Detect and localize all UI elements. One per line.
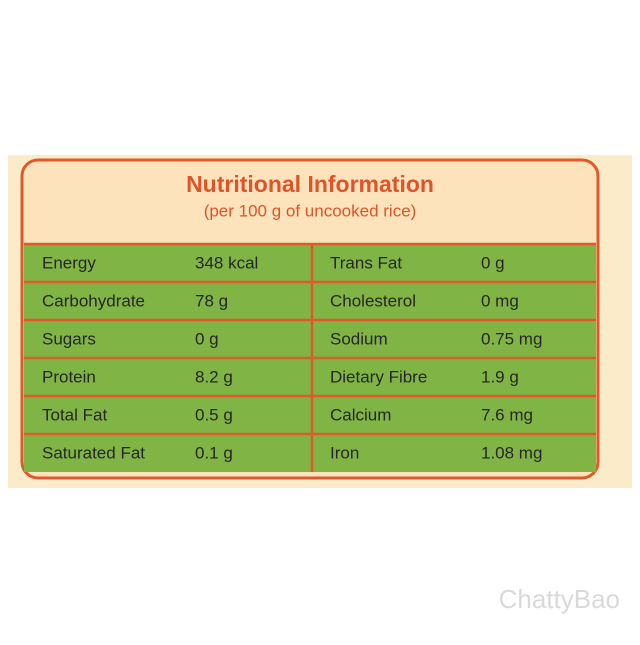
nutrient-name: Calcium xyxy=(330,405,391,424)
nutrient-name: Energy xyxy=(42,253,96,272)
nutrient-value: 8.2 g xyxy=(195,367,233,386)
nutrition-table: Energy 348 kcal Trans Fat 0 g Carbohydrate 78… xyxy=(24,242,596,472)
nutrient-name: Cholesterol xyxy=(330,291,416,310)
subtitle: (per 100 g of uncooked rice) xyxy=(204,201,417,220)
nutrient-value: 348 kcal xyxy=(195,253,258,272)
nutrient-name: Carbohydrate xyxy=(42,291,145,310)
nutrient-value: 78 g xyxy=(195,291,228,310)
nutrient-value: 7.6 mg xyxy=(481,405,533,424)
watermark: ChattyBao xyxy=(499,584,620,614)
nutrient-name: Saturated Fat xyxy=(42,443,145,462)
nutrient-name: Trans Fat xyxy=(330,253,402,272)
nutrient-name: Sodium xyxy=(330,329,388,348)
nutrient-value: 0 g xyxy=(195,329,219,348)
nutrient-value: 0.5 g xyxy=(195,405,233,424)
nutrient-name: Sugars xyxy=(42,329,96,348)
nutrient-value: 0 g xyxy=(481,253,505,272)
nutrient-name: Iron xyxy=(330,443,359,462)
nutrient-value: 1.08 mg xyxy=(481,443,542,462)
nutrient-value: 1.9 g xyxy=(481,367,519,386)
nutrient-name: Protein xyxy=(42,367,96,386)
nutrient-value: 0.75 mg xyxy=(481,329,542,348)
nutrient-name: Dietary Fibre xyxy=(330,367,427,386)
title: Nutritional Information xyxy=(186,171,434,197)
nutrient-name: Total Fat xyxy=(42,405,107,424)
nutrient-value: 0.1 g xyxy=(195,443,233,462)
nutrient-value: 0 mg xyxy=(481,291,519,310)
